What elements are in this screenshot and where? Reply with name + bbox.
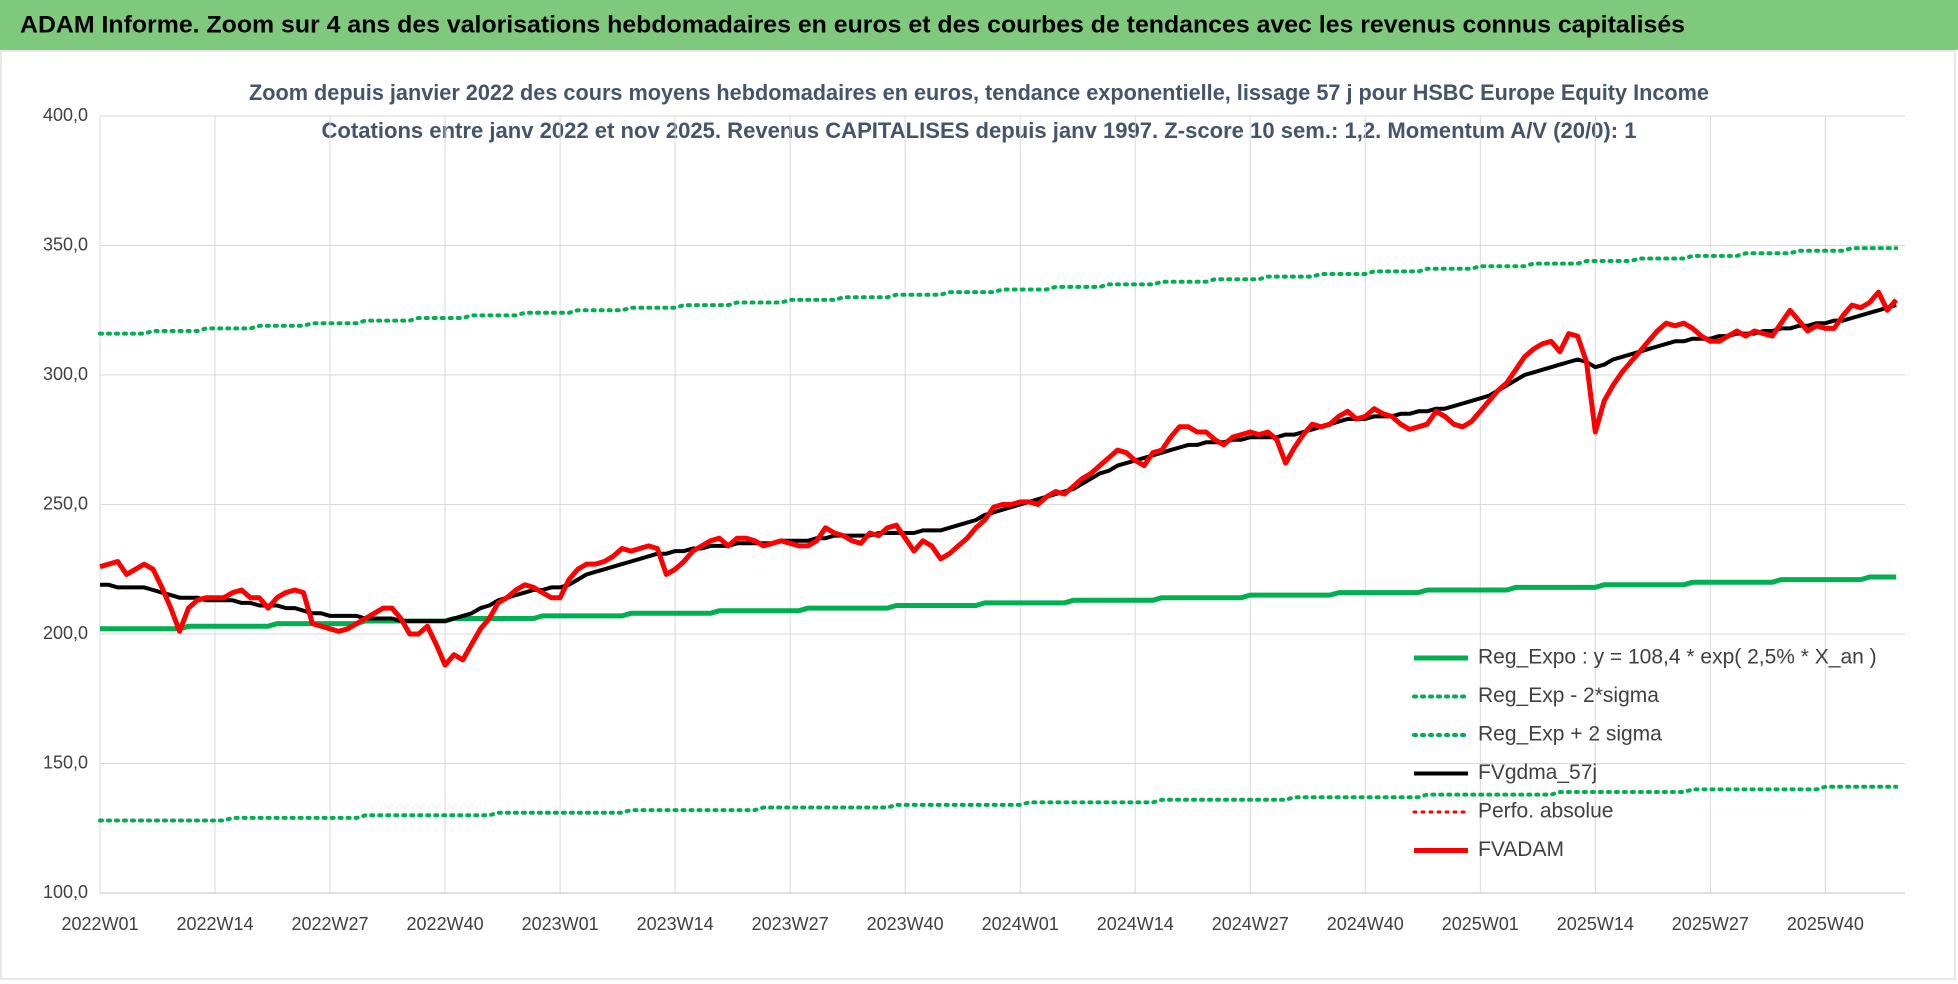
legend-label: FVgdma_57j <box>1478 761 1597 784</box>
series-line <box>99 289 1899 668</box>
x-tick-label: 2025W14 <box>1557 914 1634 934</box>
legend-label: Reg_Exp - 2*sigma <box>1478 684 1659 707</box>
x-tick-label: 2022W27 <box>292 914 369 934</box>
legend-label: Reg_Exp + 2 sigma <box>1478 723 1662 746</box>
x-tick-label: 2025W40 <box>1787 914 1864 934</box>
y-tick-label: 400,0 <box>43 105 88 125</box>
chart-title: Zoom depuis janvier 2022 des cours moyen… <box>249 80 1709 105</box>
series-line <box>98 784 1899 823</box>
x-tick-label: 2022W01 <box>61 914 138 934</box>
y-tick-label: 300,0 <box>43 364 88 384</box>
x-tick-label: 2022W14 <box>176 914 253 934</box>
legend-label: Reg_Expo : y = 108,4 * exp( 2,5% * X_an … <box>1478 646 1877 669</box>
y-tick-label: 350,0 <box>43 234 88 254</box>
x-tick-label: 2025W01 <box>1442 914 1519 934</box>
x-tick-label: 2022W40 <box>407 914 484 934</box>
chart-subtitle: Cotations entre janv 2022 et nov 2025. R… <box>322 118 1637 143</box>
header-title: ADAM Informe. Zoom sur 4 ans des valoris… <box>20 11 1685 38</box>
x-tick-label: 2024W27 <box>1212 914 1289 934</box>
x-tick-label: 2023W40 <box>867 914 944 934</box>
x-tick-label: 2024W40 <box>1327 914 1404 934</box>
x-tick-label: 2024W01 <box>982 914 1059 934</box>
series-line <box>98 246 1899 336</box>
x-tick-label: 2023W27 <box>752 914 829 934</box>
legend-label: FVADAM <box>1478 838 1564 861</box>
x-tick-label: 2023W14 <box>637 914 714 934</box>
y-tick-label: 200,0 <box>43 623 88 643</box>
series-line <box>100 574 1897 632</box>
y-tick-label: 100,0 <box>43 882 88 902</box>
legend-label: Perfo. absolue <box>1478 800 1613 823</box>
y-tick-label: 150,0 <box>43 752 88 772</box>
x-tick-label: 2025W27 <box>1672 914 1749 934</box>
x-tick-label: 2023W01 <box>522 914 599 934</box>
y-tick-label: 250,0 <box>43 493 88 513</box>
series-line <box>100 303 1897 623</box>
x-tick-label: 2024W14 <box>1097 914 1174 934</box>
header-bar <box>0 0 1958 50</box>
frame <box>0 50 1956 980</box>
